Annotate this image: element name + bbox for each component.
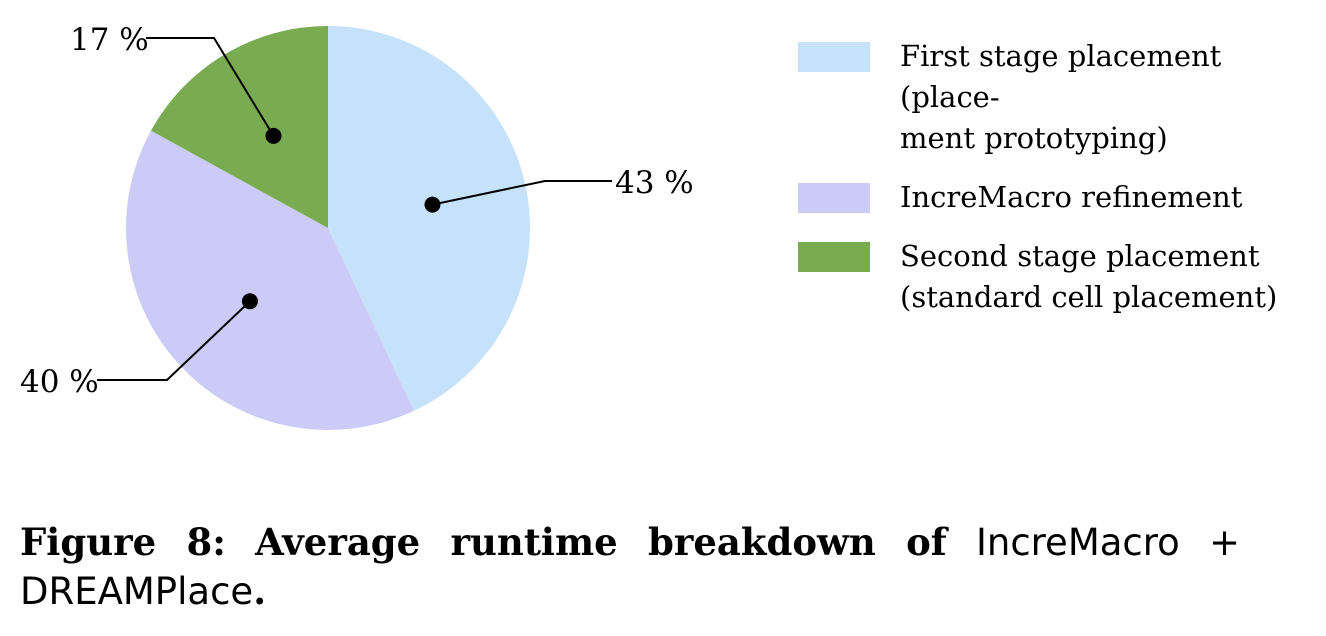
legend-label: IncreMacro refinement [900, 180, 1243, 214]
pie-slice-incremacro [126, 130, 415, 430]
data-label-second-stage: 17 % [70, 22, 149, 58]
data-label-first-stage: 43 % [615, 165, 694, 201]
callout-dot-first-stage [424, 196, 441, 213]
pie-slice-second-stage [150, 26, 328, 228]
caption-period: . [253, 569, 267, 613]
legend-item-second-stage: Second stage placement (standard cell pl… [798, 236, 1318, 318]
pie-labels: 43 % 40 % 17 % [20, 22, 694, 400]
legend-swatch [798, 242, 870, 272]
legend-item-incremacro: IncreMacro refinement [798, 177, 1318, 218]
legend-label: Second stage placement (standard cell pl… [900, 239, 1278, 314]
pie-callouts [97, 37, 612, 381]
callout-line-incremacro [97, 300, 251, 381]
figure-caption: Figure 8: Average runtime breakdown of I… [20, 518, 1240, 616]
callout-dot-incremacro [241, 293, 258, 310]
legend-item-first-stage: First stage placement (place- ment proto… [798, 36, 1318, 159]
legend-swatch [798, 42, 870, 72]
legend: First stage placement (place- ment proto… [798, 36, 1318, 336]
pie-slice-first-stage [328, 26, 530, 411]
caption-text: Average runtime breakdown of [255, 520, 947, 564]
callout-line-first-stage [432, 180, 612, 206]
legend-label: First stage placement (place- ment proto… [900, 39, 1222, 155]
callout-line-second-stage [146, 37, 275, 137]
caption-plus: + [1209, 521, 1241, 564]
caption-tool-dreamplace: DREAMPlace [20, 570, 254, 613]
data-label-incremacro: 40 % [20, 364, 99, 400]
pie-slices [126, 26, 530, 430]
caption-label: Figure 8: [20, 520, 226, 564]
pie-chart: 43 % 40 % 17 % [20, 22, 694, 430]
callout-dot-second-stage [265, 127, 282, 144]
legend-swatch [798, 183, 870, 213]
caption-tool-incremacro: IncreMacro [975, 521, 1180, 564]
